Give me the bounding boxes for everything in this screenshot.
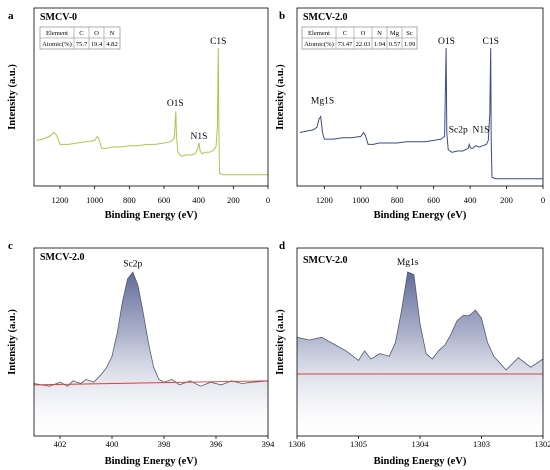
x-tick-label: 0 (266, 195, 270, 205)
peak-label: Sc2p (123, 260, 142, 270)
table-value-cell: 4.82 (106, 41, 118, 48)
x-tick-label: 1000 (86, 195, 103, 205)
x-tick-label: 400 (106, 439, 119, 449)
panel-letter: c (8, 240, 13, 252)
peak-label: Sc2p (449, 125, 468, 135)
spectrum-line (36, 47, 268, 176)
peak-label: Mg1s (397, 258, 419, 268)
table-header-cell: Element (46, 30, 68, 37)
x-tick-label: 1200 (316, 195, 333, 205)
peak-label: O1S (438, 37, 455, 47)
peak-label: N1S (191, 132, 208, 142)
table-value-cell: 1.94 (374, 41, 386, 48)
table-value-cell: 73.47 (338, 41, 354, 48)
x-tick-label: 396 (210, 439, 223, 449)
x-axis-title: Binding Energy (eV) (374, 210, 467, 221)
x-tick-label: 600 (427, 195, 440, 205)
x-tick-label: 1000 (352, 195, 369, 205)
table-header-cell: O (361, 30, 366, 37)
table-value-cell: Atomic(%) (42, 41, 72, 48)
table-header-cell: C (343, 30, 348, 37)
spectrum-line (299, 47, 543, 180)
x-tick-label: 800 (123, 195, 136, 205)
panel-title: SMCV-0 (40, 12, 77, 23)
table-value-cell: Atomic(%) (304, 41, 334, 48)
panel-c: c SMCV-2.0 402 400 398 396 394 Binding Energy (… (7, 240, 275, 467)
spectrum-fill (34, 272, 268, 436)
peak-label: N1S (472, 125, 489, 135)
table-cell (103, 37, 121, 50)
panel-letter: d (279, 240, 285, 252)
y-axis-title: Intensity (a.u.) (275, 64, 286, 130)
plot-frame (33, 247, 269, 437)
table-header-cell: Element (308, 30, 330, 37)
x-tick-label: 1200 (52, 195, 69, 205)
peak-label: C1S (210, 37, 226, 47)
table-cell (401, 37, 418, 50)
table-header-cell: O (94, 30, 99, 37)
x-tick-label: 400 (464, 195, 477, 205)
x-axis-title: Binding Energy (eV) (105, 456, 198, 467)
panel-b: b SMCV-2.0 1200 1000 800 600 400 200 0 Binding En… (275, 7, 545, 221)
panel-title: SMCV-2.0 (40, 252, 85, 263)
x-tick-label: 394 (262, 439, 276, 449)
y-axis-title: Intensity (a.u.) (7, 309, 18, 375)
table-value-cell: 19.4 (91, 41, 103, 48)
x-tick-label: 200 (500, 195, 513, 205)
table-header-cell: N (377, 30, 382, 37)
panel-letter: a (8, 10, 14, 22)
x-axis-title: Binding Energy (eV) (374, 456, 467, 467)
panel-title: SMCV-2.0 (303, 12, 348, 23)
baseline-line (33, 380, 269, 386)
y-axis-title: Intensity (a.u.) (7, 64, 18, 130)
panel-letter: b (279, 10, 285, 22)
panel-a: a SMCV-0 1200 1000 800 600 400 200 0 Binding Ener… (7, 7, 270, 221)
x-tick-label: 1305 (350, 439, 367, 449)
x-tick-label: 1304 (412, 439, 430, 449)
x-axis-title: Binding Energy (eV) (105, 210, 198, 221)
x-tick-label: 1303 (473, 439, 490, 449)
table-value-cell: 0.57 (389, 41, 401, 48)
x-tick-label: 1306 (289, 439, 306, 449)
panel-title: SMCV-2.0 (303, 255, 348, 266)
y-axis-title: Intensity (a.u.) (275, 309, 286, 375)
table-header-cell: Sc (406, 30, 413, 37)
table-header-cell: C (79, 30, 84, 37)
x-tick-label: 400 (192, 195, 205, 205)
x-tick-label: 0 (541, 195, 545, 205)
table-header-cell: N (110, 30, 115, 37)
spectrum-fill (297, 272, 543, 436)
x-tick-label: 398 (158, 439, 171, 449)
x-tick-label: 800 (391, 195, 404, 205)
peak-label: O1S (167, 99, 184, 109)
x-tick-label: 1302 (535, 439, 550, 449)
x-tick-label: 200 (227, 195, 240, 205)
table-value-cell: 1.99 (404, 41, 416, 48)
table-value-cell: 22.03 (356, 41, 372, 48)
table-value-cell: 75.7 (76, 41, 88, 48)
x-tick-label: 402 (54, 439, 67, 449)
plot-frame (296, 7, 544, 187)
table-header-cell: Mg (390, 30, 400, 37)
spectrum-line (296, 271, 544, 371)
spectrum-line (33, 271, 269, 387)
peak-label: C1S (483, 37, 499, 47)
panel-d: d SMCV-2.0 1306 1305 1304 1303 1302 Binding Ene… (275, 240, 550, 467)
peak-label: Mg1S (311, 96, 334, 106)
plot-frame (33, 7, 269, 187)
x-tick-label: 600 (158, 195, 171, 205)
